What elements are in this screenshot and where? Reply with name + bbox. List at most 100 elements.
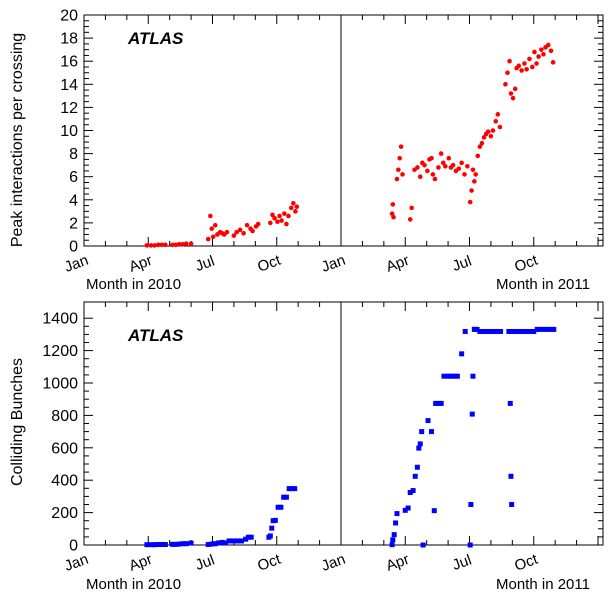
data-point: [226, 538, 232, 544]
data-point: [419, 429, 425, 435]
data-point: [407, 217, 413, 222]
data-point: [519, 328, 525, 334]
data-point: [391, 532, 397, 538]
x-tick-label: Jul: [450, 253, 474, 276]
data-point: [223, 540, 229, 546]
data-point: [473, 172, 479, 177]
data-point: [241, 230, 246, 236]
data-point: [415, 165, 420, 170]
data-point: [405, 505, 411, 511]
data-point: [507, 400, 513, 406]
data-point: [485, 129, 491, 134]
colliding-bunches-panel: 0 200 400 600 800 1000 1200 1400 Jan Apr Jul Oct Ja…: [9, 301, 604, 593]
data-point: [523, 328, 529, 334]
top-atlas-label: ATLAS: [127, 29, 184, 48]
data-point: [279, 218, 284, 223]
data-point: [522, 61, 527, 66]
data-point: [541, 51, 546, 57]
x-tick-label: Oct: [512, 252, 541, 276]
data-point: [275, 219, 280, 225]
bottom-y-axis-title: Colliding Bunches: [9, 358, 26, 486]
data-point: [284, 221, 289, 227]
data-point: [472, 179, 477, 184]
data-point: [159, 242, 165, 248]
data-point: [269, 525, 275, 531]
data-point: [400, 172, 405, 177]
data-point: [180, 541, 186, 547]
data-point: [152, 542, 158, 548]
data-point: [446, 155, 452, 161]
data-point: [281, 494, 287, 500]
data-point: [248, 534, 254, 540]
data-point: [534, 326, 540, 332]
data-point: [524, 66, 529, 72]
y-tick-label: 400: [51, 473, 78, 490]
data-point: [272, 517, 278, 523]
data-point: [243, 536, 249, 542]
data-point: [516, 63, 522, 69]
x-tick-label: Oct: [255, 252, 284, 276]
data-point: [490, 328, 496, 334]
bottom-y-ticks: 0 200 400 600 800 1000 1200 1400: [42, 311, 603, 555]
data-point: [293, 209, 298, 214]
data-point: [291, 200, 296, 206]
data-point: [550, 60, 556, 65]
data-point: [390, 202, 396, 207]
data-point: [183, 241, 189, 246]
data-point: [494, 328, 500, 334]
data-point: [212, 541, 218, 547]
data-point: [462, 172, 467, 177]
data-point: [438, 151, 444, 156]
x-tick-label: Jan: [62, 551, 91, 575]
data-point: [493, 118, 499, 124]
data-point: [487, 328, 493, 334]
data-point: [231, 233, 237, 238]
y-tick-label: 10: [60, 123, 78, 140]
data-point: [454, 373, 460, 379]
x-tick-label: Jul: [193, 552, 217, 575]
data-point: [208, 213, 213, 219]
data-point: [205, 542, 211, 548]
y-tick-label: 14: [60, 77, 78, 94]
data-point: [483, 328, 489, 334]
bottom-points: [144, 326, 557, 548]
x-tick-label: Jan: [319, 252, 348, 276]
data-point: [275, 504, 281, 510]
data-point: [507, 58, 512, 64]
data-point: [429, 155, 434, 161]
data-point: [159, 542, 165, 548]
data-point: [244, 222, 250, 228]
data-point: [255, 221, 261, 227]
data-point: [445, 373, 451, 379]
data-point: [183, 541, 189, 547]
data-point: [527, 56, 532, 62]
data-point: [209, 226, 215, 231]
data-point: [510, 328, 516, 334]
data-point: [292, 486, 298, 492]
data-point: [216, 540, 222, 546]
data-point: [505, 70, 510, 76]
data-point: [539, 47, 544, 52]
data-point: [471, 326, 477, 332]
y-tick-label: 0: [69, 239, 78, 256]
data-point: [538, 326, 544, 332]
data-point: [477, 328, 483, 334]
data-point: [435, 400, 441, 406]
y-tick-label: 1000: [42, 376, 78, 393]
data-point: [144, 243, 150, 248]
data-point: [278, 504, 284, 510]
data-point: [176, 541, 182, 547]
data-point: [459, 351, 465, 357]
data-point: [398, 144, 404, 149]
y-tick-label: 600: [51, 440, 78, 457]
data-point: [144, 542, 150, 548]
data-point: [180, 241, 186, 247]
data-point: [414, 464, 420, 470]
y-tick-label: 0: [69, 538, 78, 555]
x-tick-label: Jul: [450, 552, 474, 575]
data-point: [155, 542, 161, 548]
data-point: [503, 82, 508, 87]
data-point: [443, 164, 448, 169]
data-point: [234, 538, 240, 544]
